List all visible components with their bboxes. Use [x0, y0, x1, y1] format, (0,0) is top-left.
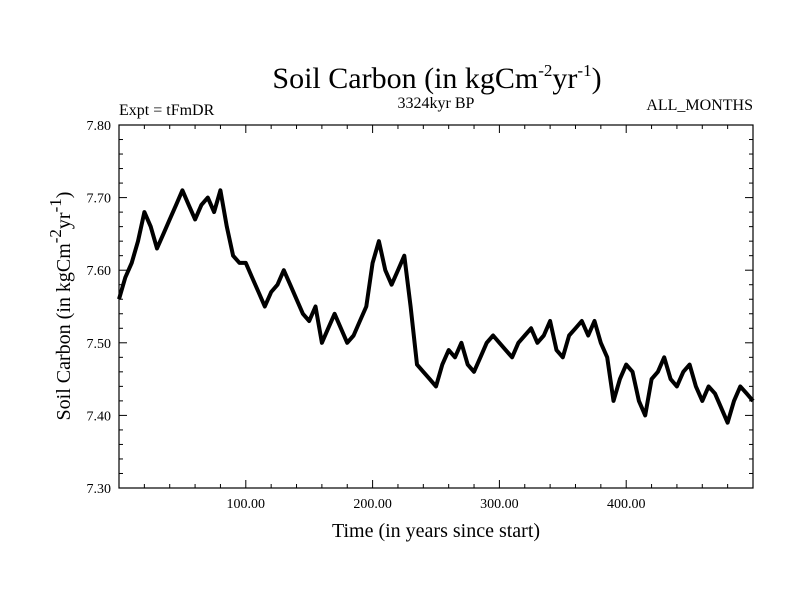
chart-title: Soil Carbon (in kgCm-2yr-1)	[272, 61, 601, 95]
y-tick-label: 7.50	[87, 337, 112, 352]
y-axis-ticks: 7.30 7.40 7.50 7.60 7.70 7.80	[87, 119, 753, 497]
y-tick-label: 7.80	[87, 119, 112, 134]
x-tick-label: 100.00	[227, 497, 266, 512]
period-label: 3324kyr BP	[398, 95, 475, 112]
x-tick-label: 400.00	[607, 497, 646, 512]
y-tick-label: 7.70	[87, 192, 112, 207]
y-tick-label: 7.40	[87, 409, 112, 424]
y-axis-label: Soil Carbon (in kgCm-2yr-1)	[46, 192, 75, 421]
soil-carbon-series-line	[117, 188, 755, 425]
plot-frame	[118, 124, 754, 489]
x-axis-label: Time (in years since start)	[332, 520, 540, 542]
months-label: ALL_MONTHS	[646, 97, 753, 114]
x-tick-label: 300.00	[480, 497, 519, 512]
y-tick-label: 7.30	[87, 482, 112, 497]
x-tick-label: 200.00	[353, 497, 392, 512]
x-axis-ticks: 100.00 200.00 300.00 400.00	[143, 125, 729, 512]
y-tick-label: 7.60	[87, 264, 112, 279]
experiment-label: Expt = tFmDR	[119, 102, 215, 119]
